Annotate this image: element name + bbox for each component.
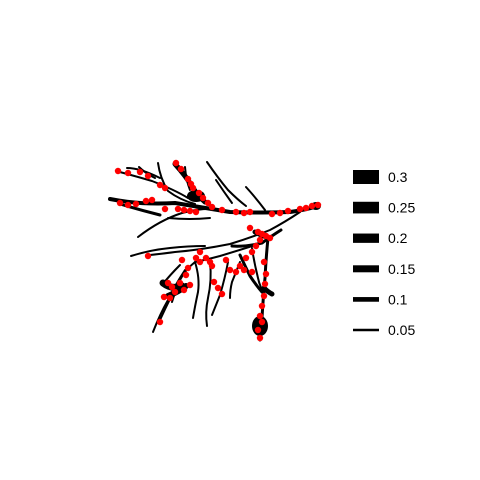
node-marker <box>256 236 264 244</box>
node-marker <box>160 293 168 301</box>
node-marker <box>156 181 164 189</box>
node-marker <box>262 270 270 278</box>
branch <box>126 167 161 179</box>
node-marker <box>218 206 226 214</box>
marker-group <box>114 159 322 342</box>
node-marker <box>124 169 132 177</box>
node-marker <box>226 266 234 274</box>
node-marker <box>164 279 172 287</box>
node-marker <box>142 197 150 205</box>
node-marker <box>196 258 204 266</box>
branch <box>215 179 233 204</box>
node-marker <box>296 205 304 213</box>
node-marker <box>242 254 250 262</box>
node-marker <box>202 254 210 262</box>
node-marker <box>172 159 180 167</box>
node-marker <box>186 207 194 215</box>
branch <box>149 211 301 256</box>
node-marker <box>144 252 152 260</box>
node-marker <box>166 294 174 302</box>
node-marker <box>156 318 164 326</box>
branch <box>157 162 196 205</box>
node-marker <box>208 262 216 270</box>
node-marker <box>252 242 260 250</box>
branch <box>137 207 216 238</box>
node-marker <box>184 264 192 272</box>
node-marker <box>232 208 240 216</box>
node-marker <box>258 318 266 326</box>
node-marker <box>176 279 184 287</box>
node-marker <box>268 210 276 218</box>
node-marker <box>210 278 218 286</box>
node-marker <box>161 184 169 192</box>
node-marker <box>168 283 176 291</box>
branch <box>238 253 264 294</box>
node-marker <box>186 281 194 289</box>
node-marker <box>180 286 188 294</box>
node-marker <box>214 284 222 292</box>
branch <box>130 245 206 257</box>
node-marker <box>199 194 207 202</box>
node-marker <box>180 206 188 214</box>
node-marker <box>308 202 316 210</box>
node-marker <box>136 168 144 176</box>
node-marker <box>260 292 268 300</box>
branch <box>205 261 212 327</box>
node-marker <box>132 200 140 208</box>
node-marker <box>196 248 204 256</box>
branch <box>245 186 266 211</box>
node-marker <box>258 302 266 310</box>
node-marker <box>254 326 262 334</box>
branch <box>261 285 275 297</box>
node-marker <box>161 205 169 213</box>
node-marker <box>171 288 179 296</box>
node-marker <box>246 208 254 216</box>
node-marker <box>261 280 269 288</box>
branch-group <box>108 161 320 342</box>
node-marker <box>232 268 240 276</box>
node-marker <box>178 256 186 264</box>
node-marker <box>114 167 122 175</box>
node-marker <box>124 201 132 209</box>
branch <box>192 261 200 319</box>
node-marker <box>116 199 124 207</box>
node-marker <box>240 209 248 217</box>
node-marker <box>302 204 310 212</box>
node-marker <box>218 290 226 298</box>
node-marker <box>177 165 185 173</box>
node-marker <box>192 208 200 216</box>
branch <box>206 161 247 207</box>
node-marker <box>204 199 212 207</box>
node-marker <box>222 256 230 264</box>
node-marker <box>260 258 268 266</box>
node-marker <box>248 248 256 256</box>
node-marker <box>195 189 203 197</box>
branch <box>138 166 156 179</box>
node-marker <box>256 312 264 320</box>
branch <box>118 202 162 217</box>
node-marker <box>314 201 322 209</box>
node-marker <box>144 172 152 180</box>
node-marker <box>189 184 197 192</box>
node-marker <box>236 262 244 270</box>
node-marker <box>148 196 156 204</box>
node-marker <box>174 205 182 213</box>
node-marker <box>192 254 200 262</box>
branch <box>167 217 211 220</box>
node-marker <box>256 334 264 342</box>
node-marker <box>276 209 284 217</box>
node-marker <box>248 268 256 276</box>
node-marker <box>182 271 190 279</box>
node-marker <box>184 175 192 183</box>
node-marker <box>240 266 248 274</box>
node-marker <box>266 234 274 242</box>
node-marker <box>208 203 216 211</box>
node-marker <box>246 224 254 232</box>
node-marker <box>284 207 292 215</box>
